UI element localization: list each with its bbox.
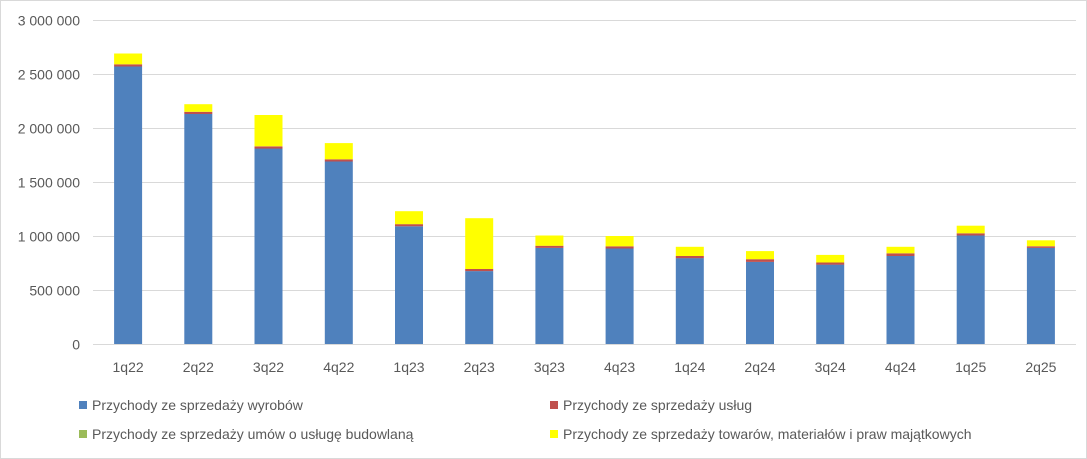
bar-segment-2q22-series-1 (184, 111, 213, 114)
legend-swatch-wyroby (79, 401, 87, 409)
legend-label-uslugi: Przychody ze sprzedaży usług (563, 397, 753, 413)
bar-segment-3q22-series-1 (254, 146, 283, 149)
bar-segment-2q23-series-0 (465, 271, 494, 344)
bar-segment-1q24-series-0 (675, 258, 704, 344)
x-tick-label: 3q24 (815, 359, 846, 375)
legend-label-towary: Przychody ze sprzedaży towarów, materiał… (563, 426, 972, 442)
x-tick-label: 2q25 (1025, 359, 1056, 375)
legend-item-towary: Przychody ze sprzedaży towarów, materiał… (550, 425, 972, 443)
x-tick-label: 4q23 (604, 359, 635, 375)
legend-swatch-towary (550, 430, 558, 438)
legend-label-wyroby: Przychody ze sprzedaży wyrobów (92, 397, 303, 413)
bars (114, 53, 1055, 345)
x-axis-tick-labels: 1q22 2q22 3q22 4q22 1q23 2q23 3q23 4q23 1q24 2q24… (113, 359, 1057, 375)
bar-segment-3q24-series-1 (816, 262, 845, 265)
y-tick-label: 0 (72, 337, 80, 353)
x-tick-label: 2q24 (744, 359, 775, 375)
bar-segment-4q23-series-1 (605, 246, 634, 249)
x-tick-label: 4q24 (885, 359, 916, 375)
bar-segment-3q22-series-3 (254, 115, 283, 147)
y-tick-label: 500 000 (29, 283, 80, 299)
bar-segment-2q25-series-3 (1026, 240, 1055, 247)
x-tick-label: 4q22 (323, 359, 354, 375)
bar-segment-2q24-series-1 (746, 259, 774, 262)
bar-segment-3q22-series-0 (254, 148, 283, 344)
bar-segment-1q24-series-3 (675, 246, 704, 256)
y-axis-tick-labels: 0 500 000 1 000 000 1 500 000 2 000 000 2 500… (18, 13, 81, 353)
bar-segment-3q23-series-0 (535, 247, 564, 344)
stacked-bar-chart: 0 500 000 1 000 000 1 500 000 2 000 000 2 500… (18, 13, 1076, 375)
bar-segment-2q22-series-3 (184, 104, 213, 112)
bar-segment-2q25-series-0 (1026, 247, 1055, 344)
bar-segment-3q24-series-0 (816, 264, 845, 344)
x-tick-label: 3q23 (534, 359, 565, 375)
bar-segment-4q24-series-1 (886, 253, 915, 256)
bar-segment-2q24-series-3 (746, 251, 774, 260)
bar-segment-4q23-series-3 (605, 236, 634, 247)
bar-segment-1q25-series-1 (956, 233, 985, 236)
bar-segment-4q22-series-0 (324, 161, 353, 344)
legend: Przychody ze sprzedaży wyrobów Przychody… (1, 389, 1086, 454)
legend-item-budowlana: Przychody ze sprzedaży umów o usługę bud… (79, 425, 413, 443)
legend-swatch-budowlana (79, 430, 87, 438)
legend-item-wyroby: Przychody ze sprzedaży wyrobów (79, 396, 303, 414)
bar-segment-4q22-series-3 (324, 143, 353, 160)
bar-segment-3q24-series-3 (816, 254, 845, 263)
bar-segment-1q24-series-1 (675, 256, 704, 259)
bar-segment-1q23-series-1 (395, 224, 423, 227)
bar-segment-2q24-series-0 (746, 261, 774, 344)
bar-segment-4q24-series-0 (886, 256, 915, 344)
bar-segment-4q23-series-0 (605, 248, 634, 344)
bar-segment-3q23-series-1 (535, 245, 564, 248)
x-tick-label: 1q23 (393, 359, 424, 375)
bar-segment-4q24-series-3 (886, 246, 915, 254)
x-tick-label: 2q23 (464, 359, 495, 375)
bar-segment-1q23-series-3 (395, 211, 423, 225)
legend-label-budowlana: Przychody ze sprzedaży umów o usługę bud… (92, 426, 414, 442)
bar-segment-2q23-series-1 (465, 268, 494, 272)
bar-segment-4q22-series-1 (324, 159, 353, 162)
bar-segment-3q23-series-3 (535, 235, 564, 246)
bar-segment-1q25-series-0 (956, 235, 985, 344)
y-tick-label: 1 000 000 (18, 229, 80, 245)
y-tick-label: 2 500 000 (18, 67, 80, 83)
bar-segment-1q22-series-3 (114, 53, 143, 65)
bar-segment-1q22-series-1 (114, 64, 143, 67)
bar-segment-1q23-series-0 (395, 226, 423, 344)
bar-segment-1q25-series-3 (956, 225, 985, 234)
x-tick-label: 1q24 (674, 359, 705, 375)
x-tick-label: 2q22 (183, 359, 214, 375)
legend-swatch-uslugi (550, 401, 558, 409)
x-tick-label: 1q22 (113, 359, 144, 375)
y-tick-label: 1 500 000 (18, 175, 80, 191)
x-tick-label: 1q25 (955, 359, 986, 375)
y-tick-label: 3 000 000 (18, 13, 80, 29)
bar-segment-2q23-series-3 (465, 218, 494, 269)
legend-item-uslugi: Przychody ze sprzedaży usług (550, 396, 752, 414)
bar-segment-2q25-series-1 (1026, 246, 1055, 248)
bar-segment-1q22-series-0 (114, 66, 143, 345)
x-tick-label: 3q22 (253, 359, 284, 375)
bar-segment-2q22-series-0 (184, 114, 213, 344)
gridlines (93, 20, 1076, 345)
y-tick-label: 2 000 000 (18, 121, 80, 137)
